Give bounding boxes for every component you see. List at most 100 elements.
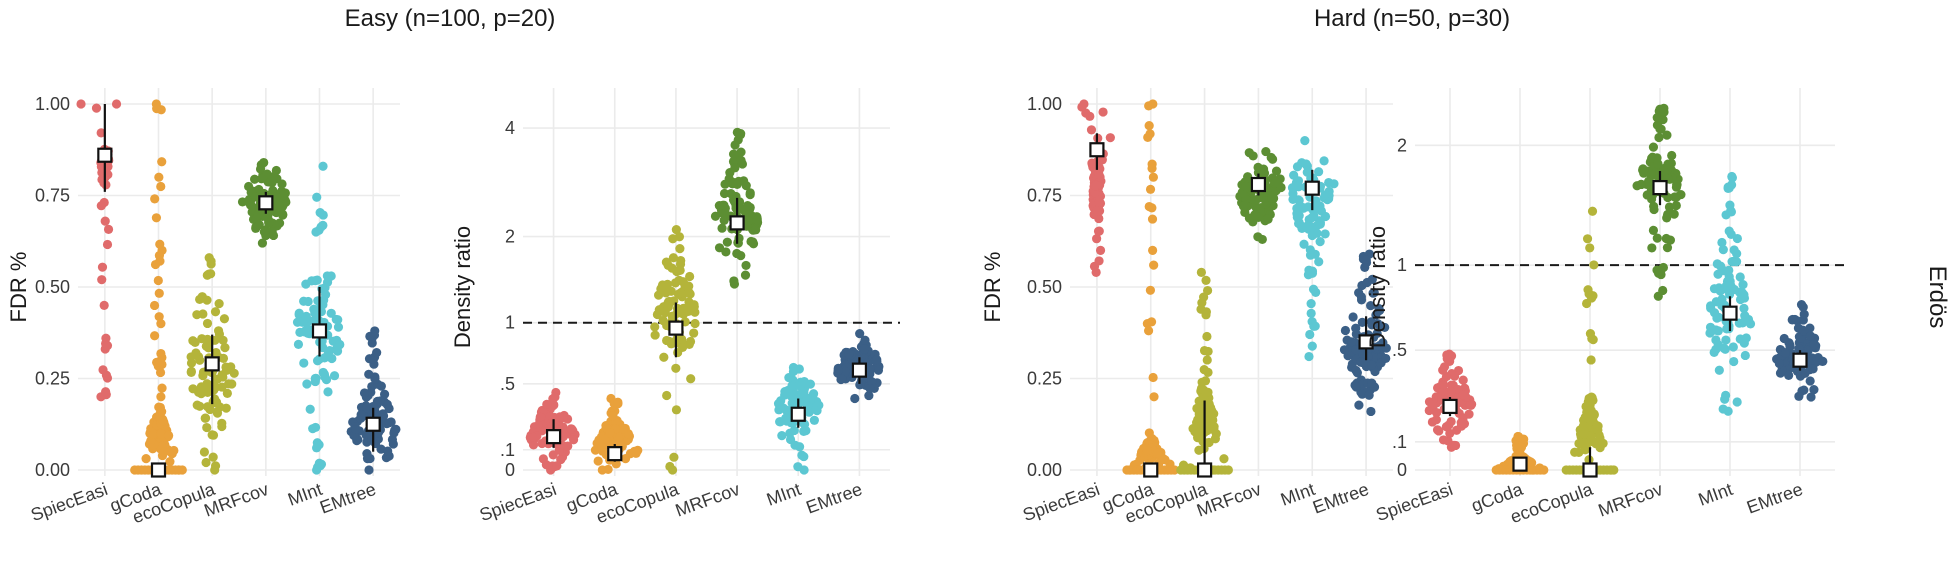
data-point	[537, 438, 547, 449]
data-point	[202, 318, 213, 329]
data-point	[1306, 299, 1316, 309]
data-point	[1516, 442, 1527, 452]
data-point	[1446, 386, 1456, 397]
data-point	[1585, 243, 1595, 253]
data-point	[1711, 335, 1721, 345]
data-point	[603, 464, 613, 475]
data-point	[1289, 170, 1299, 180]
data-point	[157, 157, 167, 167]
data-point	[1658, 285, 1668, 296]
data-point	[1098, 107, 1108, 117]
data-point	[1315, 218, 1325, 228]
data-point	[150, 259, 161, 270]
y-tick-label: .5	[500, 374, 515, 394]
x-tick-label: EMtree	[1744, 479, 1805, 518]
swarm-ecoCopula	[186, 253, 239, 475]
data-point	[777, 431, 787, 441]
mean-marker	[607, 446, 623, 462]
data-point	[299, 358, 309, 368]
data-point	[312, 356, 323, 366]
mean-marker	[97, 147, 113, 163]
data-point	[1784, 370, 1794, 380]
data-point	[1319, 156, 1329, 166]
data-point	[1728, 342, 1738, 352]
data-point	[1592, 420, 1602, 431]
data-point	[195, 355, 205, 365]
data-point	[157, 407, 167, 417]
data-point	[1142, 446, 1153, 456]
y-tick-label: 2	[1397, 135, 1407, 155]
data-point	[1671, 200, 1681, 211]
data-point	[1526, 457, 1536, 467]
data-point	[193, 387, 204, 397]
data-point	[198, 371, 208, 381]
data-point	[1145, 184, 1156, 194]
data-point	[1307, 341, 1317, 351]
data-point	[271, 165, 281, 176]
data-point	[201, 457, 211, 468]
data-point	[165, 457, 175, 467]
y-tick-label: 0.25	[35, 369, 70, 389]
data-point	[669, 452, 679, 462]
data-point	[1578, 421, 1588, 431]
mean-marker	[1652, 179, 1668, 196]
data-point	[1719, 343, 1729, 353]
data-point	[305, 404, 315, 414]
data-point	[327, 353, 337, 364]
data-point	[620, 454, 631, 464]
x-tick-label: MRFcov	[1596, 479, 1666, 521]
data-point	[199, 447, 210, 457]
data-point	[1207, 413, 1217, 424]
swarm-MInt	[292, 161, 345, 475]
data-point	[1148, 172, 1158, 182]
data-point	[1147, 163, 1157, 173]
mean-marker	[1089, 142, 1105, 158]
data-point	[722, 237, 732, 247]
data-point	[1092, 234, 1102, 244]
data-point	[1196, 267, 1206, 277]
data-point	[1087, 158, 1097, 168]
data-point	[1356, 295, 1367, 305]
data-point	[1253, 162, 1263, 172]
y-tick-label: 2	[505, 227, 515, 247]
data-point	[98, 163, 108, 173]
data-point	[1655, 124, 1665, 134]
data-point	[323, 387, 333, 397]
mean-marker	[1442, 398, 1458, 415]
data-point	[833, 365, 843, 375]
swarm-MRFcov	[1632, 103, 1686, 301]
data-point	[1584, 289, 1594, 299]
data-point	[734, 233, 744, 243]
data-point	[1740, 350, 1750, 361]
data-point	[1659, 107, 1669, 117]
y-tick-label: 0.75	[1027, 186, 1062, 206]
group-title-easy: Easy (n=100, p=20)	[345, 5, 556, 32]
mean-marker	[311, 323, 328, 339]
data-point	[1570, 447, 1580, 457]
data-point	[872, 354, 882, 365]
y-tick-label: 0	[505, 460, 515, 480]
data-point	[1367, 274, 1377, 284]
data-point	[1351, 345, 1361, 355]
data-point	[1574, 438, 1584, 449]
data-point	[710, 211, 721, 221]
data-point	[379, 389, 390, 399]
data-point	[376, 381, 386, 391]
data-point	[1381, 353, 1391, 364]
data-point	[730, 163, 740, 173]
swarm-EMtree	[833, 329, 884, 404]
data-point	[102, 341, 113, 351]
data-point	[1458, 375, 1468, 385]
data-point	[207, 430, 217, 440]
y-tick-label: 0.75	[35, 186, 70, 206]
x-tick-label: EMtree	[803, 479, 864, 518]
data-point	[1358, 349, 1368, 359]
data-point	[157, 383, 167, 393]
data-point	[364, 465, 374, 475]
swarm-MRFcov	[237, 157, 291, 248]
data-point	[1431, 407, 1442, 418]
data-point	[1721, 335, 1731, 345]
mean-marker	[1512, 456, 1528, 472]
data-point	[1369, 288, 1379, 298]
data-point	[1364, 390, 1374, 400]
